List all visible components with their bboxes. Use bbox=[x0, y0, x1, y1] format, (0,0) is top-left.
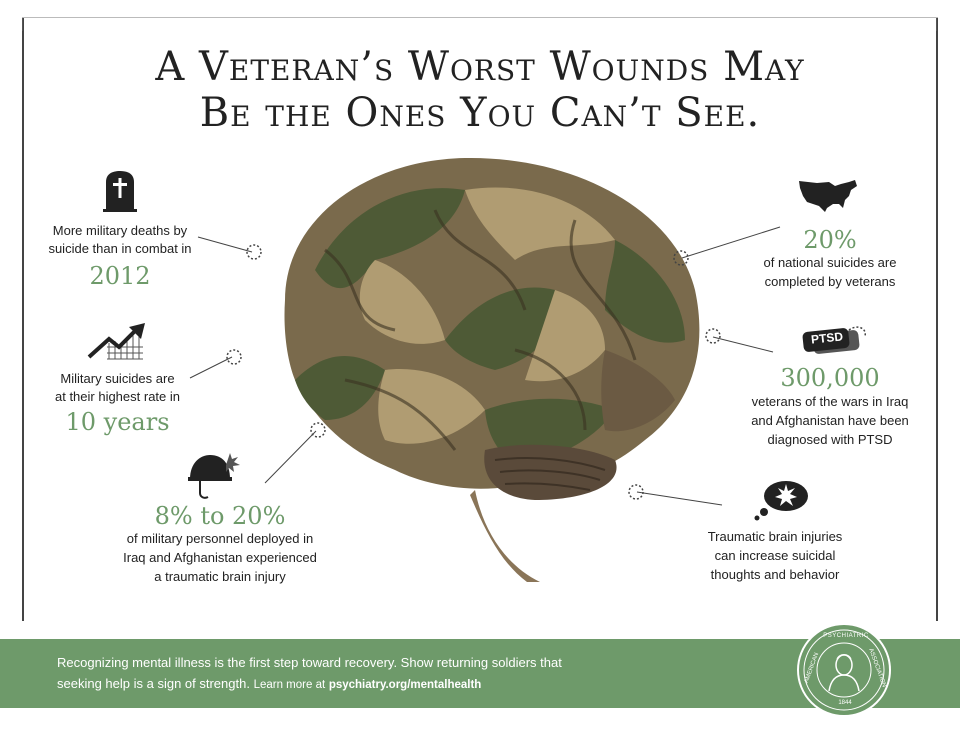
national-label-2: completed by veterans bbox=[764, 274, 896, 289]
tbi-percent-label-1: of military personnel deployed in bbox=[126, 531, 314, 546]
usa-map-icon bbox=[799, 180, 857, 212]
tbi-percent-label-2: Iraq and Afghanistan experienced bbox=[123, 550, 317, 565]
footer-link[interactable]: psychiatry.org/mentalhealth bbox=[328, 679, 482, 691]
suicide-combat-label-2: suicide than in combat in bbox=[48, 241, 192, 256]
headline-line-2: Be the Ones You Can’t See. bbox=[199, 90, 761, 136]
seal-top-text: PSYCHIATRIC bbox=[823, 633, 869, 639]
brain-illustration bbox=[284, 157, 700, 582]
apa-seal-graphic bbox=[803, 629, 885, 711]
tbi-percent-label-3: a traumatic brain injury bbox=[154, 569, 286, 584]
ptsd-label-2: and Afghanistan have been bbox=[751, 413, 909, 428]
highest-rate-label-2: at their highest rate in bbox=[54, 389, 181, 404]
helmet-icon bbox=[188, 453, 240, 499]
footer-line-2-text: seeking help is a sign of strength. bbox=[57, 676, 250, 691]
rising-chart-icon bbox=[87, 323, 145, 360]
ptsd-label-3: diagnosed with PTSD bbox=[767, 432, 893, 447]
ptsd-value: 300,000 bbox=[780, 364, 880, 392]
suicide-combat-value: 2012 bbox=[89, 262, 151, 290]
national-value: 20% bbox=[803, 226, 857, 254]
footer-learn-more: Learn more at bbox=[253, 679, 326, 691]
tbi-thoughts-label-1: Traumatic brain injuries bbox=[707, 529, 843, 544]
suicide-combat-label-1: More military deaths by bbox=[52, 223, 188, 238]
frame-left-line bbox=[22, 17, 24, 621]
footer-line-1: Recognizing mental illness is the first … bbox=[57, 655, 562, 670]
tbi-thoughts-label-2: can increase suicidal bbox=[714, 548, 836, 563]
tbi-thoughts-label-3: thoughts and behavior bbox=[710, 567, 840, 582]
headline-line-1: A Veteran’s Worst Wounds May bbox=[155, 44, 805, 90]
frame-top-line bbox=[22, 17, 938, 18]
ptsd-label-1: veterans of the wars in Iraq bbox=[751, 394, 909, 409]
dog-tag-icon bbox=[802, 326, 866, 354]
footer-line-2: seeking help is a sign of strength. Lear… bbox=[57, 673, 637, 696]
national-label-1: of national suicides are bbox=[763, 255, 897, 270]
connector-lines bbox=[189, 226, 781, 506]
apa-seal bbox=[797, 623, 891, 717]
tbi-percent-value: 8% to 20% bbox=[154, 502, 286, 530]
highest-rate-label-1: Military suicides are bbox=[60, 371, 175, 386]
footer-text: Recognizing mental illness is the first … bbox=[57, 652, 637, 696]
frame-right-line bbox=[936, 17, 938, 621]
tombstone-icon bbox=[103, 171, 137, 212]
highest-rate-value: 10 years bbox=[65, 408, 170, 436]
thought-bubble-icon bbox=[754, 481, 808, 521]
seal-year: 1844 bbox=[838, 700, 852, 706]
